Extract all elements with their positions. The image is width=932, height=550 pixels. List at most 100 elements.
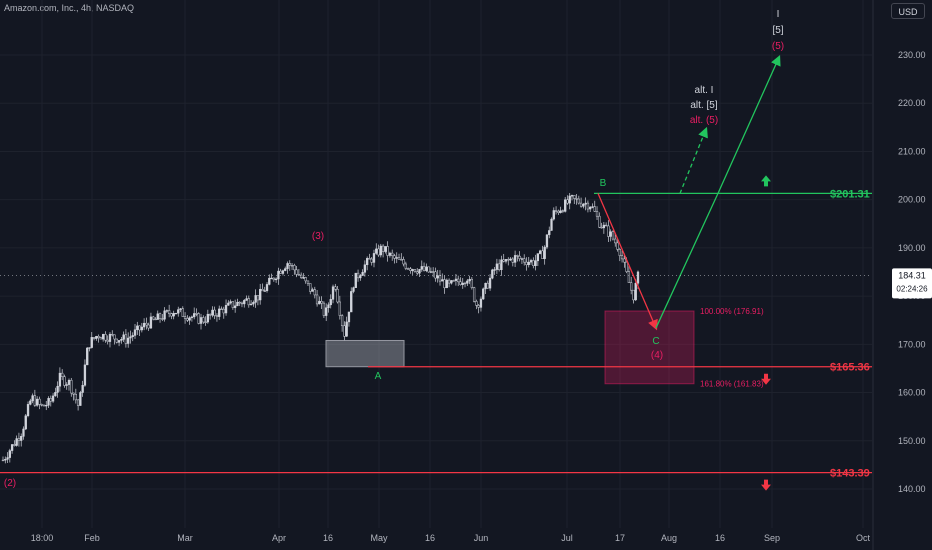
candle-body	[127, 337, 130, 344]
candle-body	[459, 281, 462, 285]
candle-body	[397, 257, 401, 260]
wave-c-arrow	[597, 193, 658, 331]
wave-label: [5]	[772, 25, 783, 36]
candle-body	[454, 278, 458, 281]
candle-body	[434, 271, 437, 279]
candle-body	[607, 225, 610, 237]
candle-body	[550, 218, 553, 231]
candle-body	[76, 399, 80, 406]
candle-body	[300, 274, 303, 278]
candle-body	[238, 301, 241, 304]
symbol-title: Amazon.com, Inc., 4h, NASDAQ	[4, 3, 135, 13]
candle-body	[261, 288, 264, 292]
candle-body	[356, 272, 360, 279]
currency-button[interactable]: USD	[891, 3, 925, 19]
price-tag-countdown: 02:24:26	[896, 284, 928, 293]
candle-body	[482, 288, 485, 300]
price-tag-price: 184.31	[898, 270, 926, 280]
candle-body	[450, 280, 453, 284]
candle-body	[199, 317, 203, 324]
candle-body	[548, 230, 551, 236]
candle-body	[99, 337, 103, 340]
candle-body	[452, 280, 455, 282]
wave-label: alt. [5]	[690, 100, 717, 111]
candle-body	[532, 260, 535, 266]
candle-body	[534, 260, 537, 266]
candle-body	[234, 305, 237, 308]
candle-body	[345, 321, 348, 337]
candle-body	[630, 282, 633, 291]
support-zone	[325, 339, 405, 368]
candle-body	[24, 415, 27, 430]
candle-body	[527, 261, 530, 266]
candle-body	[268, 277, 271, 285]
candle-body	[240, 302, 244, 305]
candle-body	[104, 334, 107, 341]
candle-body	[259, 288, 262, 301]
candle-body	[297, 274, 301, 276]
candle-body	[147, 324, 150, 329]
candle-body	[381, 245, 385, 252]
candle-body	[354, 272, 357, 288]
candle-body	[293, 265, 296, 271]
candle-body	[124, 334, 128, 344]
candle-body	[477, 305, 480, 308]
candle-body	[411, 269, 414, 271]
candle-body	[379, 245, 382, 256]
candle-body	[504, 259, 508, 262]
candle-body	[384, 246, 387, 252]
candle-body	[58, 372, 62, 387]
horizontal-levels: $201.31 $165.36 $143.39	[0, 175, 872, 491]
candle-body	[249, 303, 253, 306]
candle-body	[570, 195, 574, 197]
candle-body	[500, 259, 503, 271]
x-tick-label: 16	[715, 533, 725, 543]
candle-body	[106, 339, 109, 342]
level-label: $201.31	[830, 188, 870, 200]
candle-body	[15, 438, 18, 446]
wave-label: B	[600, 178, 607, 189]
candle-body	[281, 270, 285, 274]
x-tick-label: 18:00	[31, 533, 54, 543]
candle-body	[152, 316, 155, 320]
candle-body	[206, 313, 209, 323]
candle-body	[142, 322, 146, 328]
candle-body	[277, 270, 280, 280]
candle-body	[611, 231, 615, 240]
candle-body	[108, 333, 112, 342]
candle-body	[538, 250, 542, 254]
y-tick-label: 150.00	[898, 436, 926, 446]
candle-body	[211, 309, 214, 316]
candle-body	[591, 206, 594, 208]
candle-body	[65, 384, 68, 386]
candle-body	[422, 266, 426, 271]
candle-body	[377, 248, 380, 256]
candle-body	[340, 315, 344, 327]
candle-body	[625, 261, 628, 272]
candle-body	[386, 246, 389, 256]
candle-body	[286, 263, 289, 269]
candle-body	[295, 269, 298, 275]
candle-body	[632, 289, 635, 301]
y-tick-label: 210.00	[898, 146, 926, 156]
candle-body	[4, 459, 7, 461]
candle-body	[620, 255, 624, 260]
candle-body	[174, 312, 178, 315]
candle-body	[404, 263, 407, 269]
candle-body	[429, 271, 433, 273]
candle-body	[51, 395, 55, 402]
candle-body	[67, 379, 71, 385]
candle-body	[598, 215, 601, 228]
candle-body	[516, 255, 519, 257]
candle-body	[165, 310, 169, 312]
wave-label: (4)	[651, 350, 663, 361]
candle-body	[609, 231, 612, 237]
candle-body	[61, 372, 64, 377]
candle-body	[593, 206, 596, 212]
candle-body	[167, 310, 171, 314]
candle-body	[31, 395, 34, 402]
wave-labels: (2) (3) A B C (4) I [5] (5) alt. I alt. [5] alt. (5…	[4, 9, 784, 489]
candle-body	[604, 224, 608, 227]
candle-body	[618, 249, 621, 256]
